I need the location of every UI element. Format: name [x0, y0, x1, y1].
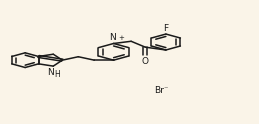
Text: O: O [141, 57, 148, 66]
Text: H: H [54, 70, 60, 78]
Text: +: + [118, 35, 124, 41]
Text: N: N [47, 68, 54, 77]
Text: N: N [109, 33, 116, 42]
Text: Br: Br [154, 86, 164, 95]
Text: ⁻: ⁻ [163, 84, 167, 93]
Text: F: F [163, 24, 168, 33]
